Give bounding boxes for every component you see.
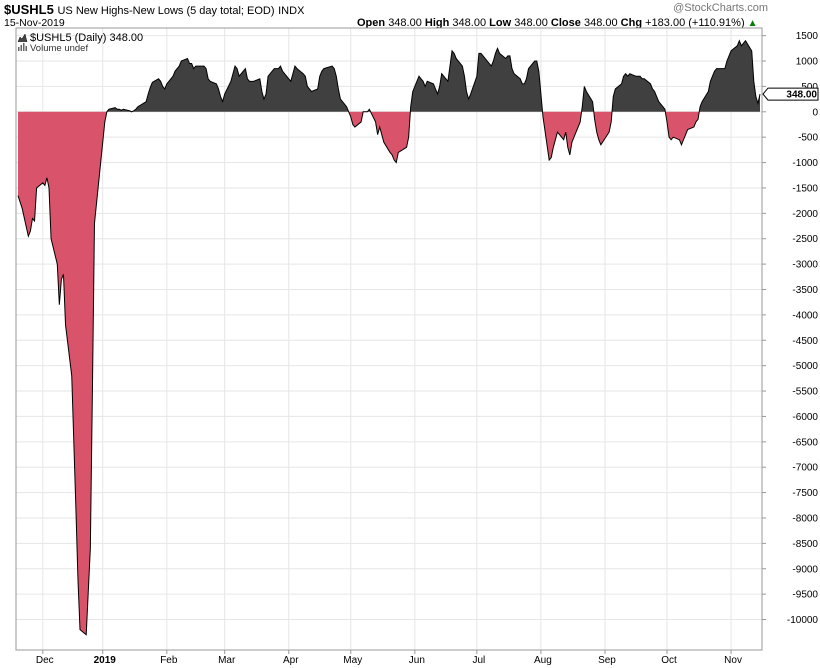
x-tick-label: Jun	[409, 655, 425, 666]
low-value: 348.00	[514, 17, 548, 29]
y-tick-label: -500	[798, 133, 818, 144]
y-tick-label: -9500	[792, 590, 818, 601]
y-tick-label: -4000	[792, 310, 818, 321]
plot-frame	[15, 27, 763, 651]
close-label: Close	[550, 17, 581, 29]
x-tick-label: Apr	[283, 655, 299, 666]
y-tick-label: -2500	[792, 234, 818, 245]
chart-header: $USHL5 US New Highs-New Lows (5 day tota…	[0, 0, 820, 30]
positive-area	[363, 109, 371, 112]
x-tick-label: Nov	[724, 655, 742, 666]
symbol: $USHL5	[4, 2, 54, 17]
y-tick-label: 500	[801, 82, 818, 93]
x-tick-label: Dec	[36, 655, 54, 666]
y-tick-label: -1000	[792, 158, 818, 169]
high-label: High	[424, 17, 450, 29]
y-axis: 1500 1000 500 0 -500 -1000 -1500 -2000 -2500 -300…	[762, 31, 818, 626]
negative-area	[18, 111, 107, 635]
y-tick-label: -3500	[792, 285, 818, 296]
y-tick-label: -6500	[792, 437, 818, 448]
y-tick-label: -6000	[792, 412, 818, 423]
x-tick-label: Feb	[160, 655, 178, 666]
x-tick-label: Sep	[598, 655, 616, 666]
last-value-tag: 348.00	[762, 87, 819, 101]
chart-legend: $USHL5 (Daily) 348.00 Volume undef	[17, 32, 143, 54]
y-tick-label: -7000	[792, 463, 818, 474]
y-tick-label: 1000	[796, 57, 819, 68]
y-tick-label: -8000	[792, 513, 818, 524]
positive-area	[699, 40, 760, 112]
chg-value: +183.00 (+110.91%)	[645, 17, 745, 29]
y-tick-label: -8500	[792, 539, 818, 550]
x-tick-label: May	[343, 655, 362, 666]
high-value: 348.00	[452, 17, 487, 29]
series-line	[17, 39, 761, 636]
low-label: Low	[489, 17, 512, 29]
chg-label: Chg	[620, 17, 643, 29]
symbol-description: US New Highs-New Lows (5 day total; EOD)	[57, 5, 275, 17]
watermark: @StockCharts.com	[673, 2, 768, 14]
negative-area	[370, 111, 411, 163]
y-tick-label: -5000	[792, 361, 818, 372]
x-tick-label: Mar	[218, 655, 236, 666]
y-tick-label: -7500	[792, 488, 818, 499]
y-tick-label: -2000	[792, 209, 818, 220]
last-value-text: 348.00	[786, 90, 817, 101]
x-axis: Dec 2019 Feb Mar Apr May Jun Jul Aug Sep Oct Nov	[36, 650, 742, 666]
open-value: 348.00	[388, 17, 422, 29]
area-fills	[18, 40, 760, 635]
ohlc-readout: Open 348.00 High 348.00 Low 348.00 Close…	[357, 17, 758, 29]
y-tick-label: -4500	[792, 336, 818, 347]
legend-series-label: $USHL5 (Daily) 348.00	[30, 32, 143, 44]
positive-area	[581, 86, 594, 112]
y-tick-label: -5500	[792, 387, 818, 398]
exchange: INDX	[278, 5, 305, 17]
x-tick-label: Aug	[534, 655, 552, 666]
positive-area	[410, 48, 543, 112]
legend-volume-label: Volume undef	[30, 43, 88, 54]
x-tick-label: Jul	[472, 655, 485, 666]
positive-area	[612, 73, 666, 112]
close-value: 348.00	[583, 17, 618, 29]
negative-area	[665, 111, 700, 145]
positive-area	[106, 58, 349, 112]
open-label: Open	[357, 17, 386, 29]
y-tick-label: -10000	[787, 615, 819, 626]
symbol-title: $USHL5 US New Highs-New Lows (5 day tota…	[4, 2, 304, 17]
area-icon	[17, 33, 28, 43]
x-tick-label: 2019	[94, 655, 117, 666]
volume-bars-icon	[18, 43, 27, 51]
y-tick-label: -1500	[792, 183, 818, 194]
quote-date: 15-Nov-2019	[4, 17, 65, 29]
y-tick-label: -3000	[792, 260, 818, 271]
y-tick-label: -9000	[792, 564, 818, 575]
negative-area	[542, 111, 582, 161]
y-tick-label: 1500	[796, 31, 819, 42]
x-tick-label: Oct	[661, 655, 677, 666]
negative-area	[348, 111, 364, 128]
up-arrow-icon: ▲	[747, 18, 758, 29]
y-tick-label: 0	[812, 107, 818, 118]
